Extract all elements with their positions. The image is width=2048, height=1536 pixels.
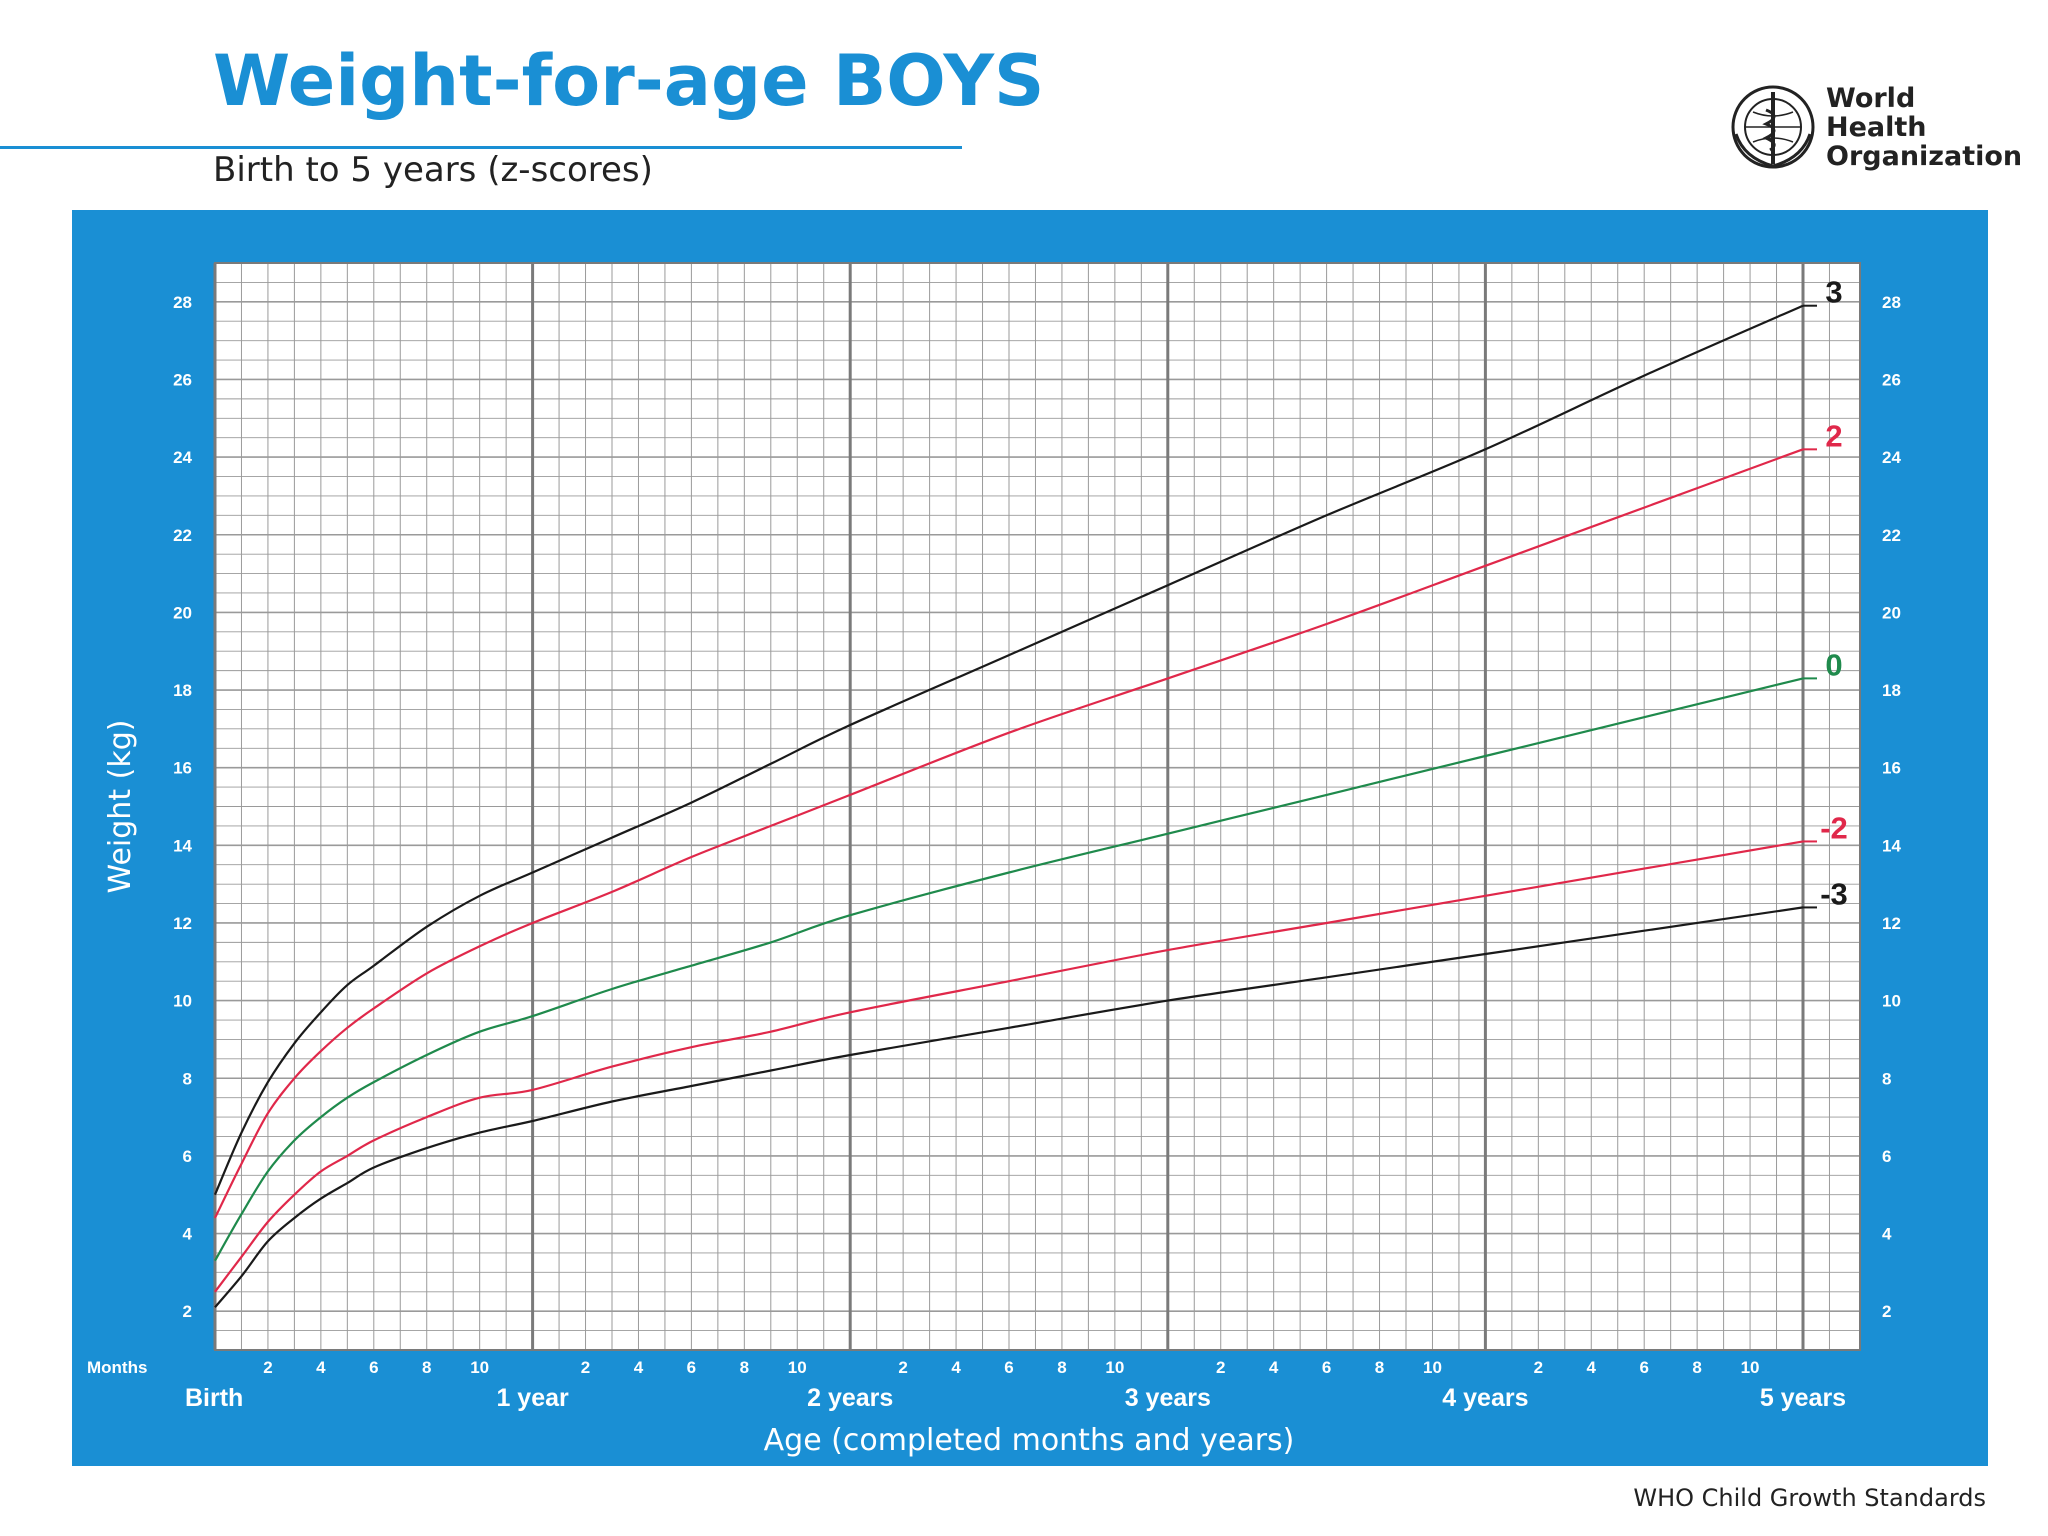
x-tick-month: 6 bbox=[1004, 1358, 1013, 1377]
z-curve-3 bbox=[213, 304, 1804, 1196]
z-score-label: -2 bbox=[1820, 810, 1848, 845]
x-year-label: Birth bbox=[185, 1384, 243, 1412]
x-tick-month: 8 bbox=[740, 1358, 749, 1377]
plot-border bbox=[214, 262, 1861, 1351]
x-tick-month: 10 bbox=[470, 1358, 489, 1377]
x-tick-month: 2 bbox=[263, 1358, 272, 1377]
y-tick-left: 4 bbox=[183, 1225, 193, 1244]
x-year-label: 1 year bbox=[496, 1384, 569, 1412]
x-tick-month: 4 bbox=[1587, 1358, 1597, 1377]
y-tick-left: 6 bbox=[183, 1147, 192, 1166]
x-tick-month: 6 bbox=[369, 1358, 378, 1377]
y-tick-right: 24 bbox=[1882, 448, 1901, 467]
x-tick-month: 10 bbox=[1423, 1358, 1442, 1377]
who-emblem-icon bbox=[1731, 85, 1815, 169]
y-axis-title: Weight (kg) bbox=[103, 720, 138, 894]
x-tick-month: 10 bbox=[1105, 1358, 1124, 1377]
x-year-label: 2 years bbox=[807, 1384, 893, 1412]
y-tick-left: 18 bbox=[173, 681, 192, 700]
x-tick-month: 6 bbox=[1639, 1358, 1648, 1377]
grid bbox=[213, 262, 1861, 1351]
x-tick-month: 4 bbox=[316, 1358, 326, 1377]
y-tick-right: 12 bbox=[1882, 914, 1901, 933]
curves bbox=[213, 304, 1804, 1309]
y-tick-left: 22 bbox=[173, 526, 192, 545]
z-score-label: -3 bbox=[1820, 876, 1848, 911]
x-tick-month: 10 bbox=[1741, 1358, 1760, 1377]
page-subtitle: Birth to 5 years (z-scores) bbox=[213, 150, 653, 190]
z-score-label: 2 bbox=[1825, 418, 1842, 453]
months-label: Months bbox=[87, 1358, 147, 1377]
x-tick-month: 6 bbox=[687, 1358, 696, 1377]
x-tick-month: 2 bbox=[1534, 1358, 1543, 1377]
y-tick-left: 20 bbox=[173, 603, 192, 622]
logo-line-2: Organization bbox=[1826, 140, 2023, 172]
x-tick-month: 8 bbox=[1692, 1358, 1701, 1377]
y-tick-left: 24 bbox=[173, 448, 192, 467]
x-year-label: 3 years bbox=[1125, 1384, 1211, 1412]
x-year-label: 4 years bbox=[1442, 1384, 1528, 1412]
z-curve-2 bbox=[214, 448, 1804, 1219]
y-tick-left: 16 bbox=[173, 759, 192, 778]
y-tick-right: 14 bbox=[1882, 836, 1901, 855]
z-curve-0 bbox=[214, 677, 1804, 1262]
y-tick-right: 28 bbox=[1882, 293, 1901, 312]
y-tick-right: 4 bbox=[1882, 1225, 1892, 1244]
z-curve-minus3 bbox=[214, 906, 1804, 1309]
x-tick-month: 6 bbox=[1322, 1358, 1331, 1377]
y-tick-left: 2 bbox=[183, 1302, 192, 1321]
x-tick-month: 10 bbox=[788, 1358, 807, 1377]
y-tick-left: 12 bbox=[173, 914, 192, 933]
y-tick-right: 16 bbox=[1882, 759, 1901, 778]
x-tick-month: 2 bbox=[581, 1358, 590, 1377]
x-tick-month: 8 bbox=[1057, 1358, 1066, 1377]
x-tick-month: 4 bbox=[634, 1358, 644, 1377]
x-tick-month: 4 bbox=[1269, 1358, 1279, 1377]
who-logo-text: World Health Organization bbox=[1826, 84, 2022, 171]
z-score-label: 0 bbox=[1825, 647, 1842, 682]
y-tick-left: 8 bbox=[183, 1069, 192, 1088]
y-tick-left: 26 bbox=[173, 370, 192, 389]
x-axis-title: Age (completed months and years) bbox=[764, 1423, 1295, 1458]
x-tick-month: 8 bbox=[1375, 1358, 1384, 1377]
page-title: Weight-for-age BOYS bbox=[213, 40, 1045, 122]
title-underline bbox=[0, 146, 962, 149]
x-tick-month: 4 bbox=[951, 1358, 961, 1377]
footer-credit: WHO Child Growth Standards bbox=[1633, 1484, 1986, 1512]
chart-panel: 2 2 4 4 6 6 8 8 10 10 12 12 14 14 16 16 18 18 20 20 22 22 24 24… bbox=[72, 210, 1988, 1466]
logo-line-1: World Health bbox=[1826, 82, 1927, 143]
y-tick-right: 20 bbox=[1882, 603, 1901, 622]
y-tick-right: 6 bbox=[1882, 1147, 1891, 1166]
x-tick-month: 2 bbox=[1216, 1358, 1225, 1377]
y-tick-right: 8 bbox=[1882, 1069, 1891, 1088]
who-logo: World Health Organization bbox=[1730, 84, 2022, 171]
y-tick-right: 2 bbox=[1882, 1302, 1891, 1321]
z-score-label: 3 bbox=[1825, 275, 1842, 310]
x-tick-month: 8 bbox=[422, 1358, 431, 1377]
x-tick-month: 2 bbox=[898, 1358, 907, 1377]
y-tick-left: 28 bbox=[173, 293, 192, 312]
y-tick-right: 18 bbox=[1882, 681, 1901, 700]
z-curve-minus2 bbox=[214, 840, 1804, 1293]
y-tick-right: 10 bbox=[1882, 992, 1901, 1011]
y-tick-left: 10 bbox=[173, 992, 192, 1011]
y-tick-right: 22 bbox=[1882, 526, 1901, 545]
y-tick-left: 14 bbox=[173, 836, 192, 855]
y-tick-right: 26 bbox=[1882, 370, 1901, 389]
x-year-label: 5 years bbox=[1760, 1384, 1846, 1412]
